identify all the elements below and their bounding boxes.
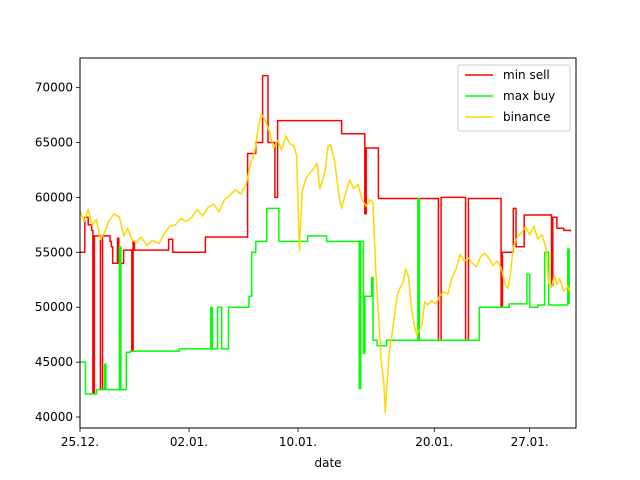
x-tick-label: 27.01.: [511, 435, 549, 449]
y-tick-label: 40000: [35, 410, 73, 424]
series-line-3: [80, 113, 572, 414]
series-line-2: [80, 197, 570, 395]
legend-box: [457, 64, 571, 132]
x-axis: 25.12. 02.01. 10.01. 20.01. 27.01.: [61, 428, 549, 449]
y-tick-label: 65000: [35, 136, 73, 150]
y-axis: 40000 45000 50000 55000 60000 65000 70000: [35, 81, 80, 424]
series-layer: [80, 74, 572, 414]
legend: min sell max buy binance: [457, 64, 571, 132]
legend-label-1: min sell: [503, 68, 550, 82]
legend-label-3: binance: [503, 110, 551, 124]
plot-frame: [79, 57, 577, 429]
y-tick-label: 45000: [35, 355, 73, 369]
y-tick-label: 70000: [35, 81, 73, 95]
y-tick-label: 60000: [35, 190, 73, 204]
y-tick-label: 50000: [35, 300, 73, 314]
x-axis-label: date: [314, 456, 341, 470]
x-tick-label: 25.12.: [61, 435, 99, 449]
legend-label-2: max buy: [503, 89, 555, 103]
x-tick-label: 02.01.: [170, 435, 208, 449]
series-line-1: [80, 74, 572, 394]
y-tick-label: 55000: [35, 245, 73, 259]
x-tick-label: 10.01.: [279, 435, 317, 449]
x-tick-label: 20.01.: [415, 435, 453, 449]
